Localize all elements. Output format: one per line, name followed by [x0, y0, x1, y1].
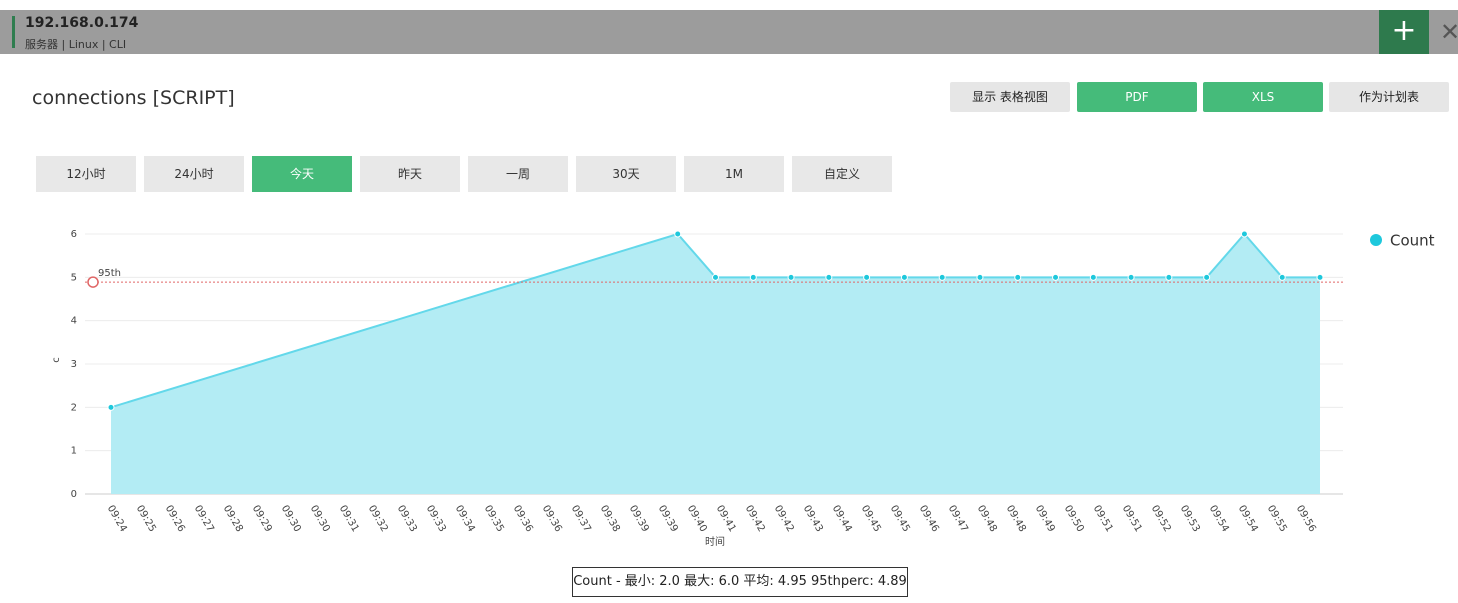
range-button[interactable]: 12小时 — [36, 156, 136, 192]
x-tick-label: 09:36 — [540, 504, 564, 534]
add-button[interactable]: + — [1379, 10, 1429, 54]
y-axis-label: c — [51, 357, 62, 363]
x-tick-label: 09:33 — [424, 504, 448, 534]
range-button[interactable]: 24小时 — [144, 156, 244, 192]
x-tick-label: 09:39 — [627, 504, 651, 534]
point — [749, 273, 757, 281]
x-tick-label: 09:26 — [163, 504, 187, 534]
x-tick-label: 09:47 — [946, 504, 970, 534]
x-tick-label: 09:29 — [250, 504, 274, 534]
range-button[interactable]: 昨天 — [360, 156, 460, 192]
x-tick-label: 09:30 — [308, 504, 332, 534]
point — [1240, 230, 1248, 238]
x-tick-label: 09:35 — [482, 504, 506, 534]
action-button[interactable]: PDF — [1077, 82, 1197, 112]
area — [111, 234, 1320, 494]
x-tick-label: 09:28 — [221, 504, 245, 534]
x-tick-label: 09:50 — [1062, 504, 1086, 534]
point — [1278, 273, 1286, 281]
point — [674, 230, 682, 238]
point — [1127, 273, 1135, 281]
x-tick-label: 09:37 — [569, 504, 593, 534]
legend-swatch — [1370, 234, 1382, 246]
x-tick-label: 09:44 — [830, 504, 854, 534]
point — [1014, 273, 1022, 281]
y-tick-label: 4 — [71, 316, 77, 327]
x-tick-label: 09:40 — [685, 504, 709, 534]
x-tick-label: 09:45 — [888, 504, 912, 534]
x-tick-label: 09:32 — [366, 504, 390, 534]
accent — [12, 16, 15, 48]
host-title: 192.168.0.174 — [25, 15, 139, 31]
x-tick-label: 09:49 — [1033, 504, 1057, 534]
x-tick-label: 09:48 — [975, 504, 999, 534]
point — [1052, 273, 1060, 281]
x-tick-label: 09:42 — [743, 504, 767, 534]
x-axis-label: 时间 — [705, 535, 725, 548]
y-tick-label: 1 — [71, 446, 77, 457]
point — [825, 273, 833, 281]
x-tick-label: 09:54 — [1236, 504, 1260, 534]
threshold-label: 95th — [98, 268, 121, 279]
point — [1089, 273, 1097, 281]
x-tick-label: 09:30 — [279, 504, 303, 534]
range-button[interactable]: 30天 — [576, 156, 676, 192]
action-button[interactable]: 显示 表格视图 — [950, 82, 1070, 112]
x-tick-label: 09:46 — [917, 504, 941, 534]
range-button[interactable]: 一周 — [468, 156, 568, 192]
action-button[interactable]: XLS — [1203, 82, 1323, 112]
range-button[interactable]: 1M — [684, 156, 784, 192]
x-tick-label: 09:53 — [1178, 504, 1202, 534]
point — [787, 273, 795, 281]
point — [863, 273, 871, 281]
x-tick-label: 09:43 — [801, 504, 825, 534]
point — [1203, 273, 1211, 281]
point — [107, 403, 115, 411]
range-button[interactable]: 今天 — [252, 156, 352, 192]
x-tick-label: 09:55 — [1265, 504, 1289, 534]
x-tick-label: 09:38 — [598, 504, 622, 534]
y-tick-label: 6 — [71, 229, 77, 240]
legend-label: Count — [1390, 232, 1435, 250]
x-tick-label: 09:54 — [1207, 504, 1231, 534]
x-tick-label: 09:51 — [1091, 504, 1115, 534]
x-tick-label: 09:45 — [859, 504, 883, 534]
action-button[interactable]: 作为计划表 — [1329, 82, 1449, 112]
x-tick-label: 09:52 — [1149, 504, 1173, 534]
x-tick-label: 09:39 — [656, 504, 680, 534]
x-tick-label: 09:27 — [192, 504, 216, 534]
x-tick-label: 09:56 — [1294, 504, 1318, 534]
x-tick-label: 09:41 — [714, 504, 738, 534]
x-tick-label: 09:34 — [453, 504, 477, 534]
x-tick-label: 09:36 — [511, 504, 535, 534]
point — [1165, 273, 1173, 281]
x-tick-label: 09:31 — [337, 504, 361, 534]
point — [976, 273, 984, 281]
range-button[interactable]: 自定义 — [792, 156, 892, 192]
x-tick-label: 09:33 — [395, 504, 419, 534]
point — [712, 273, 719, 281]
close-button[interactable]: ✕ — [1440, 18, 1458, 46]
summary: Count - 最小: 2.0 最大: 6.0 平均: 4.95 95thper… — [572, 567, 908, 597]
x-tick-label: 09:48 — [1004, 504, 1028, 534]
header-bar: 192.168.0.174 服务器 | Linux | CLI + ✕ — [0, 10, 1458, 54]
host-subtitle: 服务器 | Linux | CLI — [25, 38, 127, 51]
point — [900, 273, 908, 281]
y-tick-label: 0 — [71, 489, 77, 500]
x-tick-label: 09:25 — [134, 504, 158, 534]
x-tick-label: 09:42 — [772, 504, 796, 534]
x-tick-label: 09:24 — [105, 504, 129, 534]
y-tick-label: 5 — [71, 272, 77, 283]
point — [1316, 273, 1324, 281]
point — [938, 273, 946, 281]
y-tick-label: 2 — [71, 402, 77, 413]
y-tick-label: 3 — [71, 359, 77, 370]
x-tick-label: 09:51 — [1120, 504, 1144, 534]
threshold-marker — [87, 276, 99, 288]
page-title: connections [SCRIPT] — [32, 87, 235, 109]
